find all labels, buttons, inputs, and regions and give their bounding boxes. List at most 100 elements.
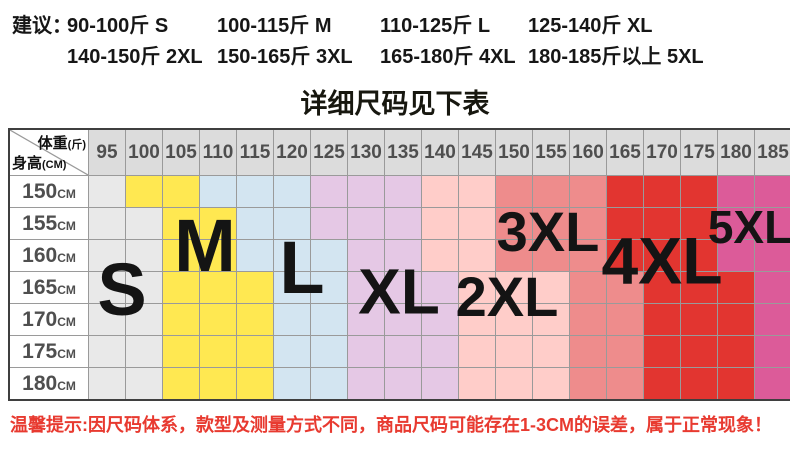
size-cell xyxy=(348,304,384,335)
size-cell xyxy=(163,304,199,335)
size-cell xyxy=(607,176,643,207)
size-region-label: 4XL xyxy=(601,223,723,298)
suggestion-item: 100-115斤 M xyxy=(217,15,332,37)
height-label-cell: 155 CM xyxy=(10,208,88,239)
weight-header-cell: 140 xyxy=(422,130,458,175)
size-cell xyxy=(570,368,606,399)
size-cell xyxy=(422,304,458,335)
size-cell xyxy=(496,240,532,271)
suggestion-item: 180-185斤以上 5XL xyxy=(528,46,704,68)
size-cell xyxy=(311,240,347,271)
diagonal-divider xyxy=(10,130,88,175)
size-cell xyxy=(422,208,458,239)
weight-header-cell: 100 xyxy=(126,130,162,175)
weight-header-cell: 105 xyxy=(163,130,199,175)
weight-header-cell: 165 xyxy=(607,130,643,175)
size-cell xyxy=(163,240,199,271)
size-cell xyxy=(163,208,199,239)
size-cell xyxy=(126,304,162,335)
size-cell xyxy=(607,240,643,271)
size-cell xyxy=(237,176,273,207)
size-cell xyxy=(607,336,643,367)
size-cell xyxy=(496,304,532,335)
size-cell xyxy=(422,336,458,367)
weight-header-cell: 170 xyxy=(644,130,680,175)
weight-header-cell: 125 xyxy=(311,130,347,175)
size-cell xyxy=(422,176,458,207)
size-cell xyxy=(200,304,236,335)
size-cell xyxy=(533,176,569,207)
size-cell xyxy=(311,336,347,367)
height-label-cell: 180 CM xyxy=(10,368,88,399)
size-region-label: L xyxy=(279,226,325,310)
size-cell xyxy=(533,336,569,367)
weight-header-cell: 95 xyxy=(89,130,125,175)
size-region-label: 2XL xyxy=(455,264,559,328)
suggestion-item: 90-100斤 S xyxy=(67,15,169,37)
size-cell xyxy=(348,368,384,399)
size-cell xyxy=(237,272,273,303)
size-cell xyxy=(348,336,384,367)
size-cell xyxy=(607,368,643,399)
size-cell xyxy=(496,336,532,367)
size-region-label: M xyxy=(174,204,236,288)
size-cell xyxy=(200,208,236,239)
size-cell xyxy=(533,208,569,239)
size-cell xyxy=(274,272,310,303)
size-cell xyxy=(570,240,606,271)
weight-header-cell: 145 xyxy=(459,130,495,175)
weight-header-cell: 150 xyxy=(496,130,532,175)
size-cell xyxy=(755,208,790,239)
size-cell xyxy=(348,240,384,271)
size-cell xyxy=(237,240,273,271)
size-cell xyxy=(718,304,754,335)
weight-header-cell: 130 xyxy=(348,130,384,175)
size-cell xyxy=(163,336,199,367)
size-cell xyxy=(533,240,569,271)
size-cell xyxy=(89,240,125,271)
weight-header-cell: 175 xyxy=(681,130,717,175)
size-cell xyxy=(385,336,421,367)
corner-weight-label: 体重(斤) xyxy=(37,135,86,152)
size-cell xyxy=(348,176,384,207)
suggestion-item: 125-140斤 XL xyxy=(528,15,653,37)
size-cell xyxy=(200,272,236,303)
size-cell xyxy=(607,304,643,335)
size-cell xyxy=(385,272,421,303)
size-cell xyxy=(570,176,606,207)
weight-header-cell: 185 xyxy=(755,130,790,175)
size-cell xyxy=(311,272,347,303)
size-cell xyxy=(311,208,347,239)
size-cell xyxy=(422,272,458,303)
size-cell xyxy=(644,304,680,335)
size-cell xyxy=(607,208,643,239)
size-cell xyxy=(274,336,310,367)
size-cell xyxy=(533,368,569,399)
corner-height-label: 身高(CM) xyxy=(12,155,67,172)
size-cell xyxy=(385,240,421,271)
size-cell xyxy=(126,272,162,303)
size-cell xyxy=(607,272,643,303)
size-cell xyxy=(681,368,717,399)
size-cell xyxy=(496,176,532,207)
size-cell xyxy=(274,304,310,335)
size-cell xyxy=(496,368,532,399)
height-label-cell: 150 CM xyxy=(10,176,88,207)
size-cell xyxy=(274,368,310,399)
size-cell xyxy=(385,176,421,207)
size-cell xyxy=(311,176,347,207)
size-cell xyxy=(718,176,754,207)
size-cell xyxy=(644,368,680,399)
size-cell xyxy=(89,208,125,239)
size-cell xyxy=(755,272,790,303)
size-cell xyxy=(126,240,162,271)
size-cell xyxy=(718,272,754,303)
height-label-cell: 175 CM xyxy=(10,336,88,367)
size-cell xyxy=(348,272,384,303)
size-cell xyxy=(755,336,790,367)
weight-header-cell: 110 xyxy=(200,130,236,175)
size-cell xyxy=(200,240,236,271)
size-cell xyxy=(311,368,347,399)
footer-tip: 温馨提示:因尺码体系，款型及测量方式不同，商品尺码可能存在1-3CM的误差，属于… xyxy=(10,415,772,435)
size-cell xyxy=(274,208,310,239)
